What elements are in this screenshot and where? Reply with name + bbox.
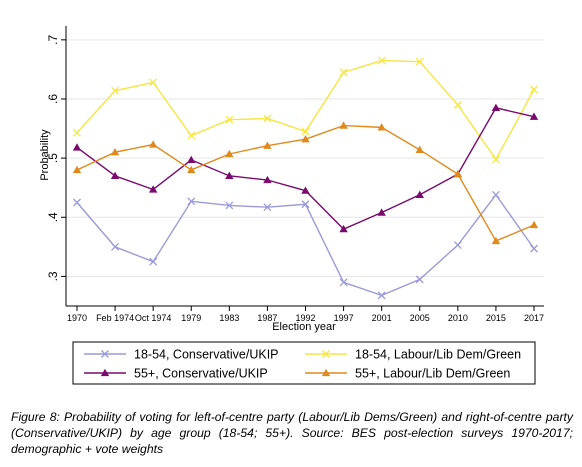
data-point bbox=[149, 257, 158, 266]
data-point bbox=[530, 85, 538, 94]
legend-label: 55+, Conservative/UKIP bbox=[134, 367, 268, 381]
legend-marker bbox=[100, 368, 110, 377]
legend-box bbox=[72, 341, 536, 385]
data-point bbox=[225, 149, 234, 158]
data-point bbox=[187, 165, 196, 174]
y-tick-label: .7 bbox=[46, 35, 60, 45]
data-point bbox=[149, 78, 158, 87]
data-point bbox=[148, 140, 158, 148]
data-point bbox=[529, 112, 539, 120]
y-tick-label: .5 bbox=[46, 153, 60, 163]
data-point bbox=[73, 128, 81, 137]
data-point bbox=[301, 200, 310, 209]
figure-caption: Figure 8: Probability of voting for left… bbox=[11, 410, 573, 456]
data-point bbox=[491, 103, 501, 112]
data-point bbox=[377, 291, 386, 300]
legend-marker bbox=[322, 350, 330, 358]
legend-item: 18-54, Labour/Lib Dem/Green bbox=[305, 348, 521, 362]
data-point bbox=[263, 175, 272, 184]
legend-marker bbox=[321, 368, 331, 377]
x-tick-label: 1970 bbox=[67, 313, 87, 323]
data-point bbox=[377, 208, 386, 216]
data-point bbox=[110, 148, 120, 156]
y-tick-label: .4 bbox=[46, 212, 60, 222]
legend-item: 18-54, Conservative/UKIP bbox=[84, 348, 279, 362]
x-tick-label: 2001 bbox=[372, 313, 392, 323]
series-layer bbox=[72, 56, 539, 300]
data-point bbox=[491, 155, 500, 164]
data-point bbox=[111, 86, 120, 95]
data-point bbox=[415, 57, 424, 66]
x-tick-label: 1987 bbox=[257, 313, 277, 323]
data-point bbox=[301, 127, 310, 136]
data-point bbox=[263, 141, 272, 149]
x-tick-label: 1997 bbox=[334, 313, 354, 323]
data-point bbox=[72, 143, 82, 151]
data-point bbox=[301, 135, 310, 143]
data-point bbox=[339, 224, 348, 233]
data-point bbox=[187, 155, 196, 164]
data-point bbox=[530, 244, 538, 253]
data-point bbox=[110, 171, 120, 180]
series-3 bbox=[72, 121, 539, 245]
data-point bbox=[453, 169, 463, 178]
y-tick-label: .3 bbox=[46, 271, 60, 281]
data-point bbox=[187, 131, 196, 140]
legend-item: 55+, Labour/Lib Dem/Green bbox=[305, 367, 510, 381]
x-tick-label: 1992 bbox=[295, 313, 315, 323]
x-tick-label: 2005 bbox=[410, 313, 430, 323]
x-tick-label: 2010 bbox=[448, 313, 468, 323]
data-point bbox=[453, 100, 462, 109]
data-point bbox=[111, 242, 120, 251]
data-point bbox=[529, 220, 539, 229]
legend-label: 18-54, Conservative/UKIP bbox=[134, 348, 279, 362]
data-point bbox=[225, 115, 234, 124]
axes: .3 .4 .5 .6 .7 1970 Feb 1974 Oct 1974 1979 1983 19… bbox=[46, 26, 544, 323]
data-point bbox=[491, 190, 500, 199]
data-point bbox=[339, 68, 348, 77]
gridlines bbox=[66, 39, 544, 277]
data-point bbox=[453, 241, 462, 250]
data-point bbox=[491, 236, 501, 245]
data-point bbox=[225, 201, 234, 210]
x-tick-label: Oct 1974 bbox=[135, 313, 172, 323]
x-tick-label: Feb 1974 bbox=[96, 313, 134, 323]
x-axis-title: Election year bbox=[272, 321, 336, 333]
data-point bbox=[377, 56, 386, 65]
data-point bbox=[339, 278, 348, 287]
data-point bbox=[377, 123, 386, 131]
legend-label: 55+, Labour/Lib Dem/Green bbox=[355, 367, 510, 381]
data-point bbox=[148, 185, 158, 193]
data-point bbox=[73, 198, 81, 207]
x-tick-label: 2015 bbox=[486, 313, 506, 323]
data-point bbox=[415, 275, 424, 284]
series-0 bbox=[73, 190, 538, 300]
y-tick-label: .6 bbox=[46, 94, 60, 104]
x-tick-label: 1983 bbox=[219, 313, 239, 323]
data-point bbox=[72, 165, 82, 174]
x-tick-label: 2017 bbox=[524, 313, 544, 323]
series-1 bbox=[73, 56, 538, 164]
legend-label: 18-54, Labour/Lib Dem/Green bbox=[355, 348, 521, 362]
y-axis-title: Probability bbox=[39, 129, 51, 181]
legend-marker bbox=[101, 350, 109, 358]
data-point bbox=[263, 203, 272, 212]
data-point bbox=[225, 171, 234, 180]
chart-background bbox=[0, 0, 582, 405]
data-point bbox=[415, 190, 424, 198]
legend-item: 55+, Conservative/UKIP bbox=[84, 367, 268, 381]
data-point bbox=[415, 145, 424, 153]
data-point bbox=[187, 197, 196, 206]
data-point bbox=[301, 186, 310, 194]
x-tick-label: 1979 bbox=[181, 313, 201, 323]
data-point bbox=[339, 121, 348, 129]
legend: 18-54, Conservative/UKIP 18-54, Labour/Li… bbox=[72, 341, 536, 385]
line-chart: .3 .4 .5 .6 .7 1970 Feb 1974 Oct 1974 1979 1983 19… bbox=[0, 0, 582, 405]
data-point bbox=[263, 114, 272, 123]
